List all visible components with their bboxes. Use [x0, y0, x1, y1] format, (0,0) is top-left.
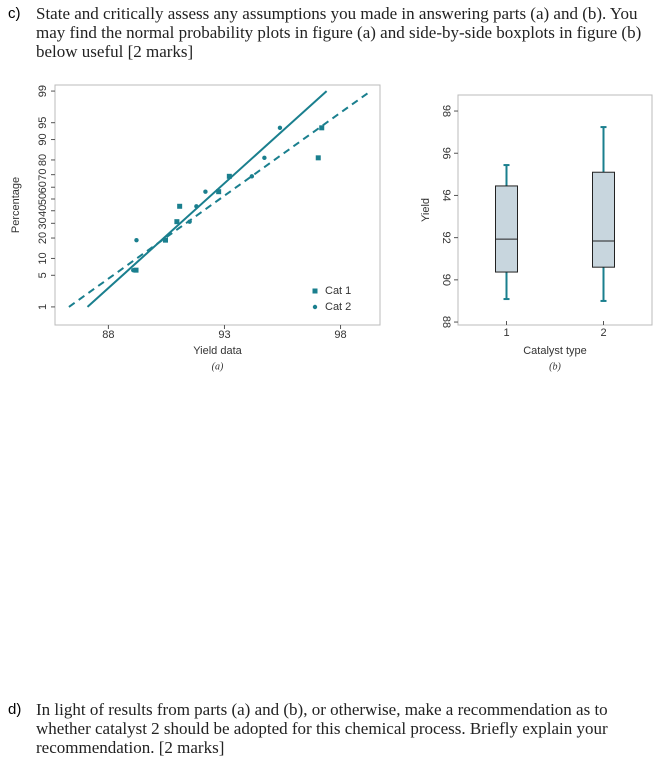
question-c: c) State and critically assess any assum…	[8, 4, 648, 61]
point	[226, 173, 232, 179]
box	[592, 171, 615, 268]
y-axis-label: Yield	[420, 198, 432, 222]
caption: (b)	[549, 361, 561, 372]
y-tick-label: 1	[37, 304, 49, 310]
y-axis-label: Percentage	[10, 177, 22, 233]
y-tick-label: 60	[37, 181, 49, 193]
fit-line	[86, 90, 328, 308]
question-text: State and critically assess any assumpti…	[36, 4, 642, 61]
point	[133, 267, 139, 273]
point	[134, 237, 139, 243]
y-tick-label: 90	[440, 274, 452, 286]
y-tick-label: 99	[37, 85, 49, 97]
point	[277, 125, 283, 131]
x-tick-label: 98	[334, 329, 346, 341]
y-tick-label: 50	[37, 193, 49, 205]
y-tick-label: 90	[37, 133, 49, 145]
plot-frame	[54, 84, 381, 326]
point	[174, 219, 180, 225]
y-tick-label: 20	[37, 232, 49, 244]
question-d: d) In light of results from parts (a) an…	[8, 700, 648, 757]
legend-label: Cat 2	[325, 301, 351, 313]
point	[216, 189, 222, 195]
point	[249, 174, 255, 179]
y-tick-label: 40	[37, 205, 49, 217]
fit-line	[68, 90, 372, 308]
y-tick-label: 10	[37, 252, 49, 264]
y-tick-label: 70	[37, 169, 49, 181]
legend-marker	[312, 304, 318, 310]
y-tick-label: 94	[440, 189, 452, 201]
x-tick-label: 1	[503, 327, 509, 339]
y-tick-label: 96	[440, 147, 452, 159]
y-tick-label: 95	[37, 117, 49, 129]
point	[177, 203, 183, 209]
point	[203, 189, 208, 194]
y-tick-label: 88	[440, 316, 452, 328]
x-tick-label: 2	[600, 327, 606, 339]
point	[187, 219, 192, 224]
box	[495, 185, 518, 273]
y-tick-label: 5	[37, 272, 49, 278]
point	[131, 267, 136, 273]
legend-marker	[312, 288, 318, 294]
question-label: d)	[8, 701, 22, 718]
point	[163, 237, 168, 243]
x-axis-label: Catalyst type	[523, 345, 587, 357]
point	[262, 155, 267, 161]
y-tick-label: 30	[37, 217, 49, 229]
x-axis-label: Yield data	[193, 345, 242, 357]
x-tick-label: 93	[218, 329, 230, 341]
point	[319, 125, 325, 131]
x-tick-label: 88	[102, 329, 114, 341]
plot-frame	[457, 94, 653, 326]
y-tick-label: 92	[440, 232, 452, 244]
y-tick-label: 80	[37, 154, 49, 166]
caption: (a)	[212, 361, 224, 372]
y-tick-label: 98	[440, 105, 452, 117]
question-label: c)	[8, 5, 21, 22]
point	[194, 204, 199, 209]
legend-label: Cat 1	[325, 285, 351, 297]
point	[315, 155, 321, 161]
question-text: In light of results from parts (a) and (…	[36, 700, 608, 757]
